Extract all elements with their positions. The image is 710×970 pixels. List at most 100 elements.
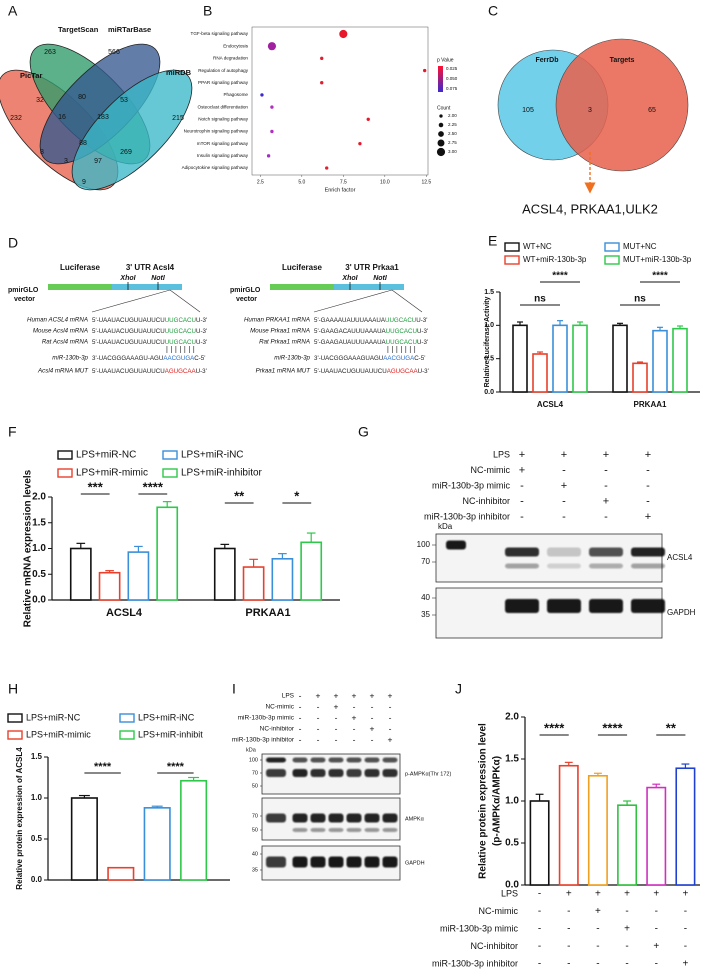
y-tick-label: 0.5 [32, 569, 46, 580]
legend-swatch [119, 713, 135, 723]
condition-sign: + [334, 690, 339, 700]
error-bar [652, 783, 661, 788]
condition-sign: - [520, 480, 524, 492]
legend-label: WT+NC [523, 242, 552, 251]
y-tick-label: 1.5 [31, 752, 43, 761]
venn-region-count: 263 [44, 49, 56, 56]
protein-band [364, 769, 380, 777]
error-bar [535, 793, 544, 801]
condition-sign: - [299, 701, 302, 711]
fan-line [391, 289, 423, 313]
color-bar [438, 66, 443, 92]
protein-band [328, 757, 344, 763]
sequence-part: U-3' [196, 339, 207, 346]
y-tick-label: 1.0 [31, 793, 43, 802]
condition-sign: - [596, 959, 599, 970]
dot [422, 68, 427, 73]
dot [260, 93, 264, 97]
error-bar [677, 325, 683, 329]
significance-label: * [294, 488, 300, 503]
legend-swatch [504, 242, 520, 252]
sequence: 3'-UACGGGAAAGU-AGUAACGUGAC-5' [92, 355, 205, 362]
dot [320, 81, 324, 85]
luciferase-label: Luciferase [60, 263, 101, 272]
utr-label: 3' UTR Acsl4 [126, 263, 175, 272]
marker-size: 70 [421, 557, 430, 566]
legend-label: LPS+miR-NC [26, 712, 81, 722]
sequence-part: AACGUGA [383, 355, 415, 362]
venn-region-count: 183 [97, 114, 109, 121]
marker-size: 100 [417, 540, 431, 549]
condition-sign: - [299, 690, 302, 700]
sequence-part: UUGCACU [165, 328, 196, 335]
venn-set-label: miRTarBase [108, 25, 151, 34]
condition-sign: - [371, 712, 374, 722]
condition-sign: - [299, 734, 302, 744]
protein-band [382, 856, 398, 868]
condition-label: miR-130b-3p mimic [238, 715, 295, 722]
sequence: 5'-GAAAAUAUUUAAAUAUUGCACUU-3' [314, 317, 427, 324]
legend-size-label: 2.00 [448, 113, 457, 118]
error-bar [564, 761, 573, 766]
error-bar [306, 532, 316, 543]
error-bar [220, 543, 230, 549]
condition-sign: - [371, 734, 374, 744]
condition-sign: + [370, 690, 375, 700]
error-bar [593, 772, 602, 776]
sequence-label: Human PRKAA1 mRNA [244, 317, 310, 324]
fan-line [169, 289, 201, 313]
condition-sign: - [567, 924, 570, 935]
condition-sign: - [596, 924, 599, 935]
condition-label: miR-130b-3p inhibitor [232, 737, 295, 744]
venn-set-label: PicTar [20, 71, 42, 80]
bar [632, 362, 648, 393]
venn-set [555, 38, 689, 172]
vector-label: vector [14, 296, 35, 303]
bar [617, 804, 638, 886]
sequence-part: AGUGCAA [387, 368, 419, 375]
utr-region [112, 284, 182, 290]
condition-sign: - [353, 701, 356, 711]
kda-label: kDa [246, 747, 257, 753]
condition-label: LPS [282, 693, 295, 700]
condition-sign: + [624, 924, 630, 935]
condition-sign: + [682, 889, 688, 900]
condition-sign: - [646, 464, 650, 476]
legend-dot [436, 147, 446, 157]
protein-band [631, 563, 665, 569]
venn-set-label: Targets [610, 57, 635, 64]
y-tick-label: 1.0 [32, 543, 46, 554]
legend-dot [438, 122, 444, 128]
condition-sign: - [335, 734, 338, 744]
bar [532, 353, 548, 393]
kda-label: kDa [438, 522, 453, 531]
bar [156, 506, 179, 601]
marker-size: 40 [421, 593, 430, 602]
bar [213, 547, 236, 601]
y-category-label: Endocytosis [223, 43, 248, 48]
sequence-part: U-3' [418, 368, 429, 375]
panel-letter: D [8, 235, 18, 251]
protein-label: ACSL4 [667, 553, 693, 562]
protein-label: GAPDH [667, 608, 696, 617]
y-axis-label: (p-AMPKα/AMPKα) [492, 756, 503, 846]
bar [587, 774, 608, 886]
condition-sign: + [566, 889, 572, 900]
protein-band [328, 828, 344, 832]
error-bar [617, 322, 623, 326]
bar [529, 800, 550, 886]
venn-set [71, 69, 193, 191]
protein-label: GAPDH [405, 860, 425, 866]
condition-sign: - [646, 480, 650, 492]
sequence-part: U-3' [196, 317, 207, 324]
condition-sign: + [561, 480, 567, 492]
significance-label: **** [544, 720, 565, 735]
bar [612, 324, 628, 393]
sequence: 5'-UAAUACUGUUAUUCUUUGCACUU-3' [92, 317, 207, 324]
bar [98, 571, 121, 601]
condition-sign: + [645, 449, 651, 461]
protein-band [547, 563, 581, 569]
y-tick-label: 0.5 [505, 838, 519, 849]
significance-label: **** [552, 271, 568, 282]
